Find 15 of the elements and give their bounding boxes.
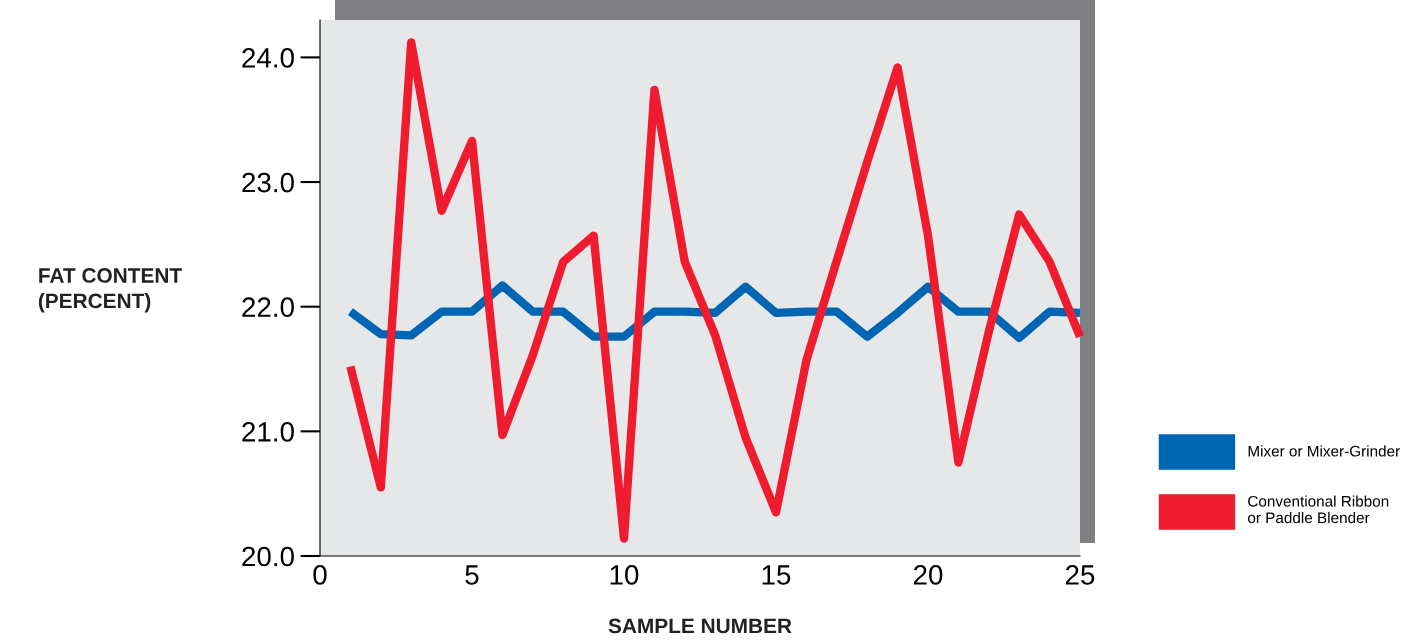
- y-tick-label: 24.0: [242, 48, 294, 68]
- x-tick-label: 5: [465, 565, 479, 585]
- x-tick-label: 20: [913, 565, 943, 585]
- x-tick-label: 10: [610, 565, 639, 585]
- y-tick-label: 23.0: [242, 172, 294, 193]
- y-tick-label: 21.0: [242, 422, 294, 442]
- y-tick-label: 20.0: [242, 546, 294, 567]
- x-tick-label: 15: [762, 565, 791, 585]
- x-tick-label: 0: [313, 565, 327, 585]
- legend-label: Conventional Ribbon or Paddle Blender: [1248, 495, 1389, 524]
- x-axis-title: SAMPLE NUMBER: [608, 618, 792, 634]
- y-axis-title: FAT CONTENT (PERCENT): [38, 268, 182, 313]
- y-tick-label: 22.0: [242, 297, 294, 318]
- x-tick-label: 25: [1065, 565, 1095, 585]
- legend-label: Mixer or Mixer-Grinder: [1248, 445, 1400, 457]
